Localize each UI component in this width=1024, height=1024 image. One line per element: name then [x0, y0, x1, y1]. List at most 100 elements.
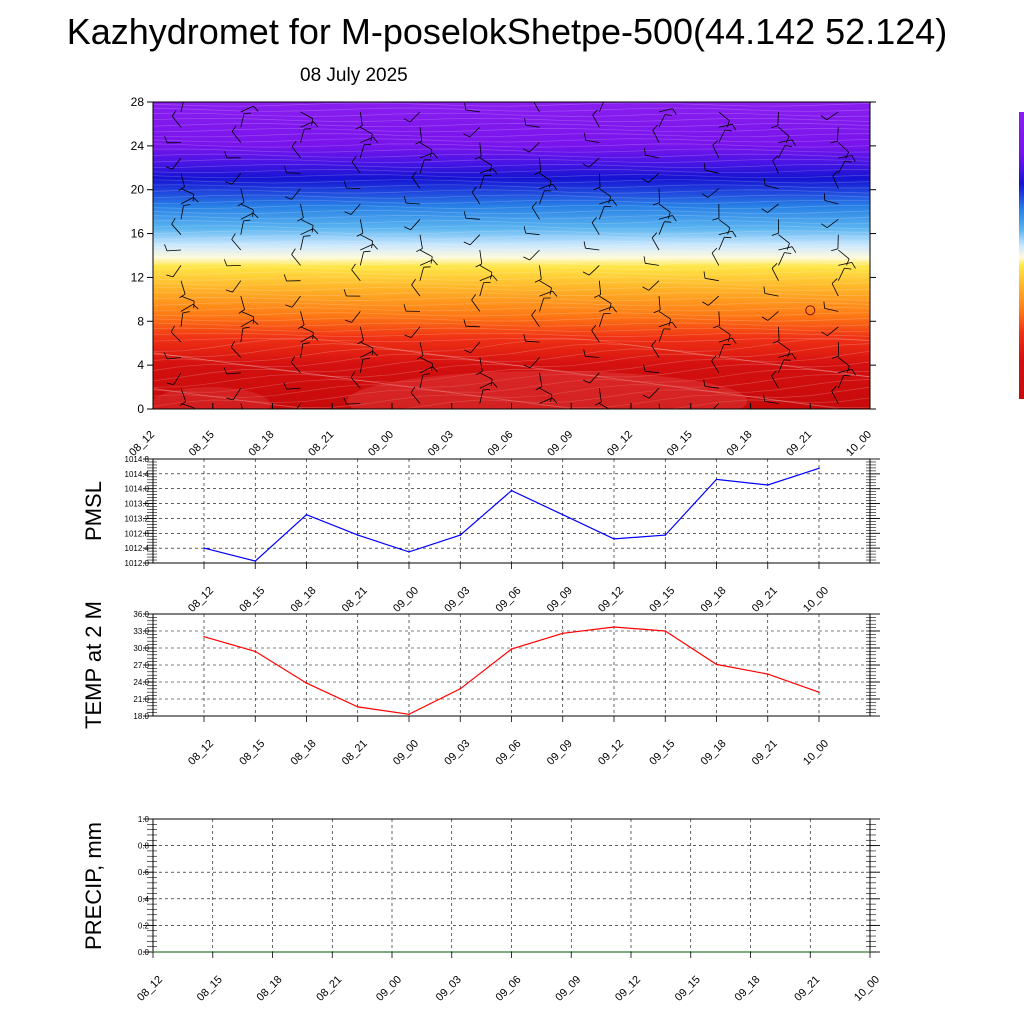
wind-barb	[651, 237, 660, 251]
contour-line	[153, 327, 870, 332]
contour-line	[153, 322, 870, 327]
wind-barb-flag	[183, 204, 191, 206]
wind-barb	[718, 311, 721, 326]
wind-barb	[658, 403, 661, 409]
temp-panel: 18.0 21.0 24.0 27.0 30.0 33.0 36.0 08_12 08_15 08…	[81, 601, 880, 768]
wind-barb-flag	[763, 394, 766, 402]
x-tick-label: 09_00	[374, 974, 404, 1004]
wind-barb	[166, 249, 182, 252]
wind-barb	[411, 284, 421, 297]
wind-barb-flag	[594, 401, 602, 406]
wind-barb	[539, 280, 552, 289]
wind-barb	[591, 330, 600, 343]
x-tick-label: 08_15	[237, 585, 267, 615]
wind-barb-flag	[702, 301, 709, 306]
wind-barb-flag	[297, 324, 305, 330]
wind-barb	[599, 403, 610, 409]
wind-barb	[290, 362, 301, 374]
x-tick-label: 09_00	[391, 585, 421, 615]
wind-barb-flag	[712, 217, 720, 221]
wind-barb-flag	[644, 148, 646, 156]
wind-barb-flag	[311, 225, 314, 233]
x-tick-label: 09_12	[596, 585, 626, 615]
wind-barb-flag	[431, 363, 433, 371]
wind-barb	[648, 172, 660, 183]
pmsl-data-point	[459, 534, 462, 536]
wind-barb-flag	[772, 155, 779, 161]
wind-barb	[465, 109, 480, 113]
wind-barb	[240, 328, 244, 343]
x-tick-label: 08_12	[186, 738, 216, 768]
pmsl-data-point	[408, 551, 410, 553]
wind-barb	[718, 344, 725, 358]
wind-barb-flag	[655, 417, 661, 420]
wind-barb	[778, 341, 791, 351]
wind-barb-flag	[343, 397, 347, 405]
wind-barb-flag	[704, 163, 706, 171]
colorbar	[1019, 112, 1024, 399]
wind-barb	[300, 228, 314, 236]
wind-barb-flag	[820, 115, 827, 121]
wind-barb	[658, 114, 666, 128]
wind-barb	[359, 251, 364, 266]
wind-barb-flag	[548, 180, 552, 188]
wind-barb	[599, 188, 612, 197]
contour-line	[153, 128, 870, 133]
wind-barb-flag	[711, 247, 718, 254]
wind-barb	[539, 157, 541, 172]
wind-barb	[240, 105, 254, 113]
wind-barb	[419, 366, 433, 374]
x-tick-label: 08_15	[237, 738, 267, 768]
wind-barb-flag	[821, 223, 828, 229]
contour-line	[153, 256, 870, 261]
wind-barb	[173, 372, 182, 385]
wind-barb-flag	[284, 196, 292, 200]
wind-barb-flag	[490, 272, 493, 280]
wind-barb-flag	[844, 160, 852, 163]
wind-barb	[529, 357, 540, 369]
pmsl-data-point	[203, 547, 205, 549]
y-tick-label: 28	[131, 95, 145, 109]
wind-barb	[465, 217, 480, 220]
wind-barb	[300, 121, 314, 128]
wind-barb-flag	[522, 148, 530, 153]
wind-barb	[300, 343, 304, 358]
wind-barb	[778, 145, 786, 159]
wind-barb-flag	[771, 232, 779, 236]
y-tick-label: 1.0	[138, 815, 150, 824]
wind-barb	[652, 129, 660, 143]
wind-barb-flag	[351, 263, 356, 270]
precip-panel: 0.0 0.2 0.4 0.6 0.8 1.0 08_12 08_15 08_18 08_21 09…	[81, 815, 882, 1004]
temp-y-axis-label: TEMP at 2 M	[81, 601, 106, 729]
wind-barb-flag	[653, 309, 661, 314]
wind-barb-flag	[771, 263, 778, 269]
wind-barb-flag	[552, 397, 558, 404]
wind-barb-flag	[350, 371, 356, 378]
y-tick-label: 21.0	[133, 695, 149, 704]
wind-barb	[232, 387, 242, 401]
wind-barb-flag	[464, 349, 471, 354]
wind-barb-flag	[651, 232, 658, 239]
contour-line	[153, 235, 870, 240]
wind-barb-flag	[179, 400, 186, 406]
wind-barb	[539, 297, 545, 312]
wind-barb	[469, 126, 481, 138]
wind-barb	[658, 328, 665, 343]
wind-barb	[410, 219, 421, 230]
contour-line	[153, 297, 870, 301]
wind-barb-flag	[712, 325, 720, 329]
wind-barb-flag	[362, 357, 370, 360]
wind-barb-flag	[416, 248, 423, 253]
wind-barb-flag	[463, 211, 467, 219]
wind-barb-flag	[582, 271, 590, 276]
wind-barb	[651, 345, 660, 358]
wind-barb	[180, 312, 184, 327]
y-tick-label: 20	[131, 183, 145, 197]
wind-barb	[419, 267, 424, 281]
wind-barb-flag	[591, 324, 597, 331]
wind-barb	[836, 127, 839, 142]
contour-line	[153, 199, 870, 204]
wind-barb-flag	[252, 209, 254, 217]
wind-barb-flag	[371, 241, 374, 249]
wind-barb	[704, 277, 719, 282]
